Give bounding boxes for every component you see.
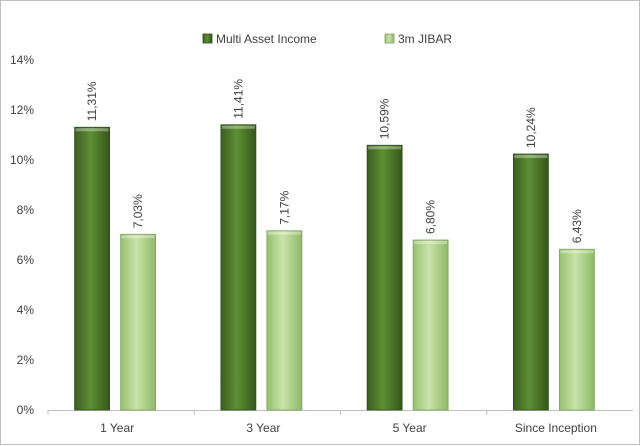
y-tick-label: 12%	[10, 103, 34, 117]
bar-bevel-highlight	[560, 250, 594, 254]
y-tick-label: 14%	[10, 53, 34, 67]
axes: 0% 2% 4% 6% 8% 10% 12% 14% 1 Year 3 Year 5 Year Sin…	[10, 53, 633, 435]
y-tick-label: 10%	[10, 153, 34, 167]
data-labels: 11,31% 7,03% 11,41% 7,17% 10,59% 6,80% 10,24% 6…	[85, 79, 584, 244]
bar-bevel-highlight	[121, 235, 155, 239]
data-label: 10,24%	[524, 107, 538, 148]
x-tick-label: 3 Year	[246, 421, 280, 435]
x-tick-label: 5 Year	[393, 421, 427, 435]
data-label: 10,59%	[378, 98, 392, 139]
bar-3m-jibar	[266, 230, 303, 411]
bars	[74, 124, 595, 411]
x-tick-label: 1 Year	[100, 421, 134, 435]
bar-3m-jibar	[120, 233, 157, 411]
data-label: 7,17%	[277, 190, 291, 224]
legend-swatch	[202, 33, 213, 44]
bar-multi-asset-income	[220, 124, 257, 411]
bar-bevel-highlight	[221, 125, 255, 129]
legend-swatch	[384, 33, 395, 44]
y-tick-label: 8%	[17, 203, 35, 217]
data-label: 11,31%	[85, 81, 99, 121]
bar-multi-asset-income	[512, 153, 549, 411]
legend-label: 3m JIBAR	[398, 32, 452, 46]
data-label: 7,03%	[131, 194, 145, 228]
data-label: 6,80%	[424, 200, 438, 234]
data-label: 11,41%	[231, 79, 245, 119]
bar-3m-jibar	[412, 239, 449, 411]
bar-bevel-highlight	[368, 146, 402, 150]
bar-3m-jibar	[558, 248, 595, 411]
y-tick-label: 0%	[17, 403, 35, 417]
bar-multi-asset-income	[74, 126, 111, 411]
x-tick-label: Since Inception	[515, 421, 597, 435]
bar-bevel-highlight	[75, 128, 109, 132]
legend-label: Multi Asset Income	[216, 32, 317, 46]
y-tick-label: 4%	[17, 303, 35, 317]
bar-bevel-highlight	[414, 241, 448, 244]
bar-multi-asset-income	[366, 144, 403, 411]
bar-bevel-highlight	[267, 231, 301, 235]
y-tick-label: 6%	[17, 253, 35, 267]
legend: Multi Asset Income 3m JIBAR	[202, 32, 452, 46]
data-label: 6,43%	[570, 209, 584, 243]
y-tick-label: 2%	[17, 353, 35, 367]
bar-bevel-highlight	[514, 155, 548, 158]
